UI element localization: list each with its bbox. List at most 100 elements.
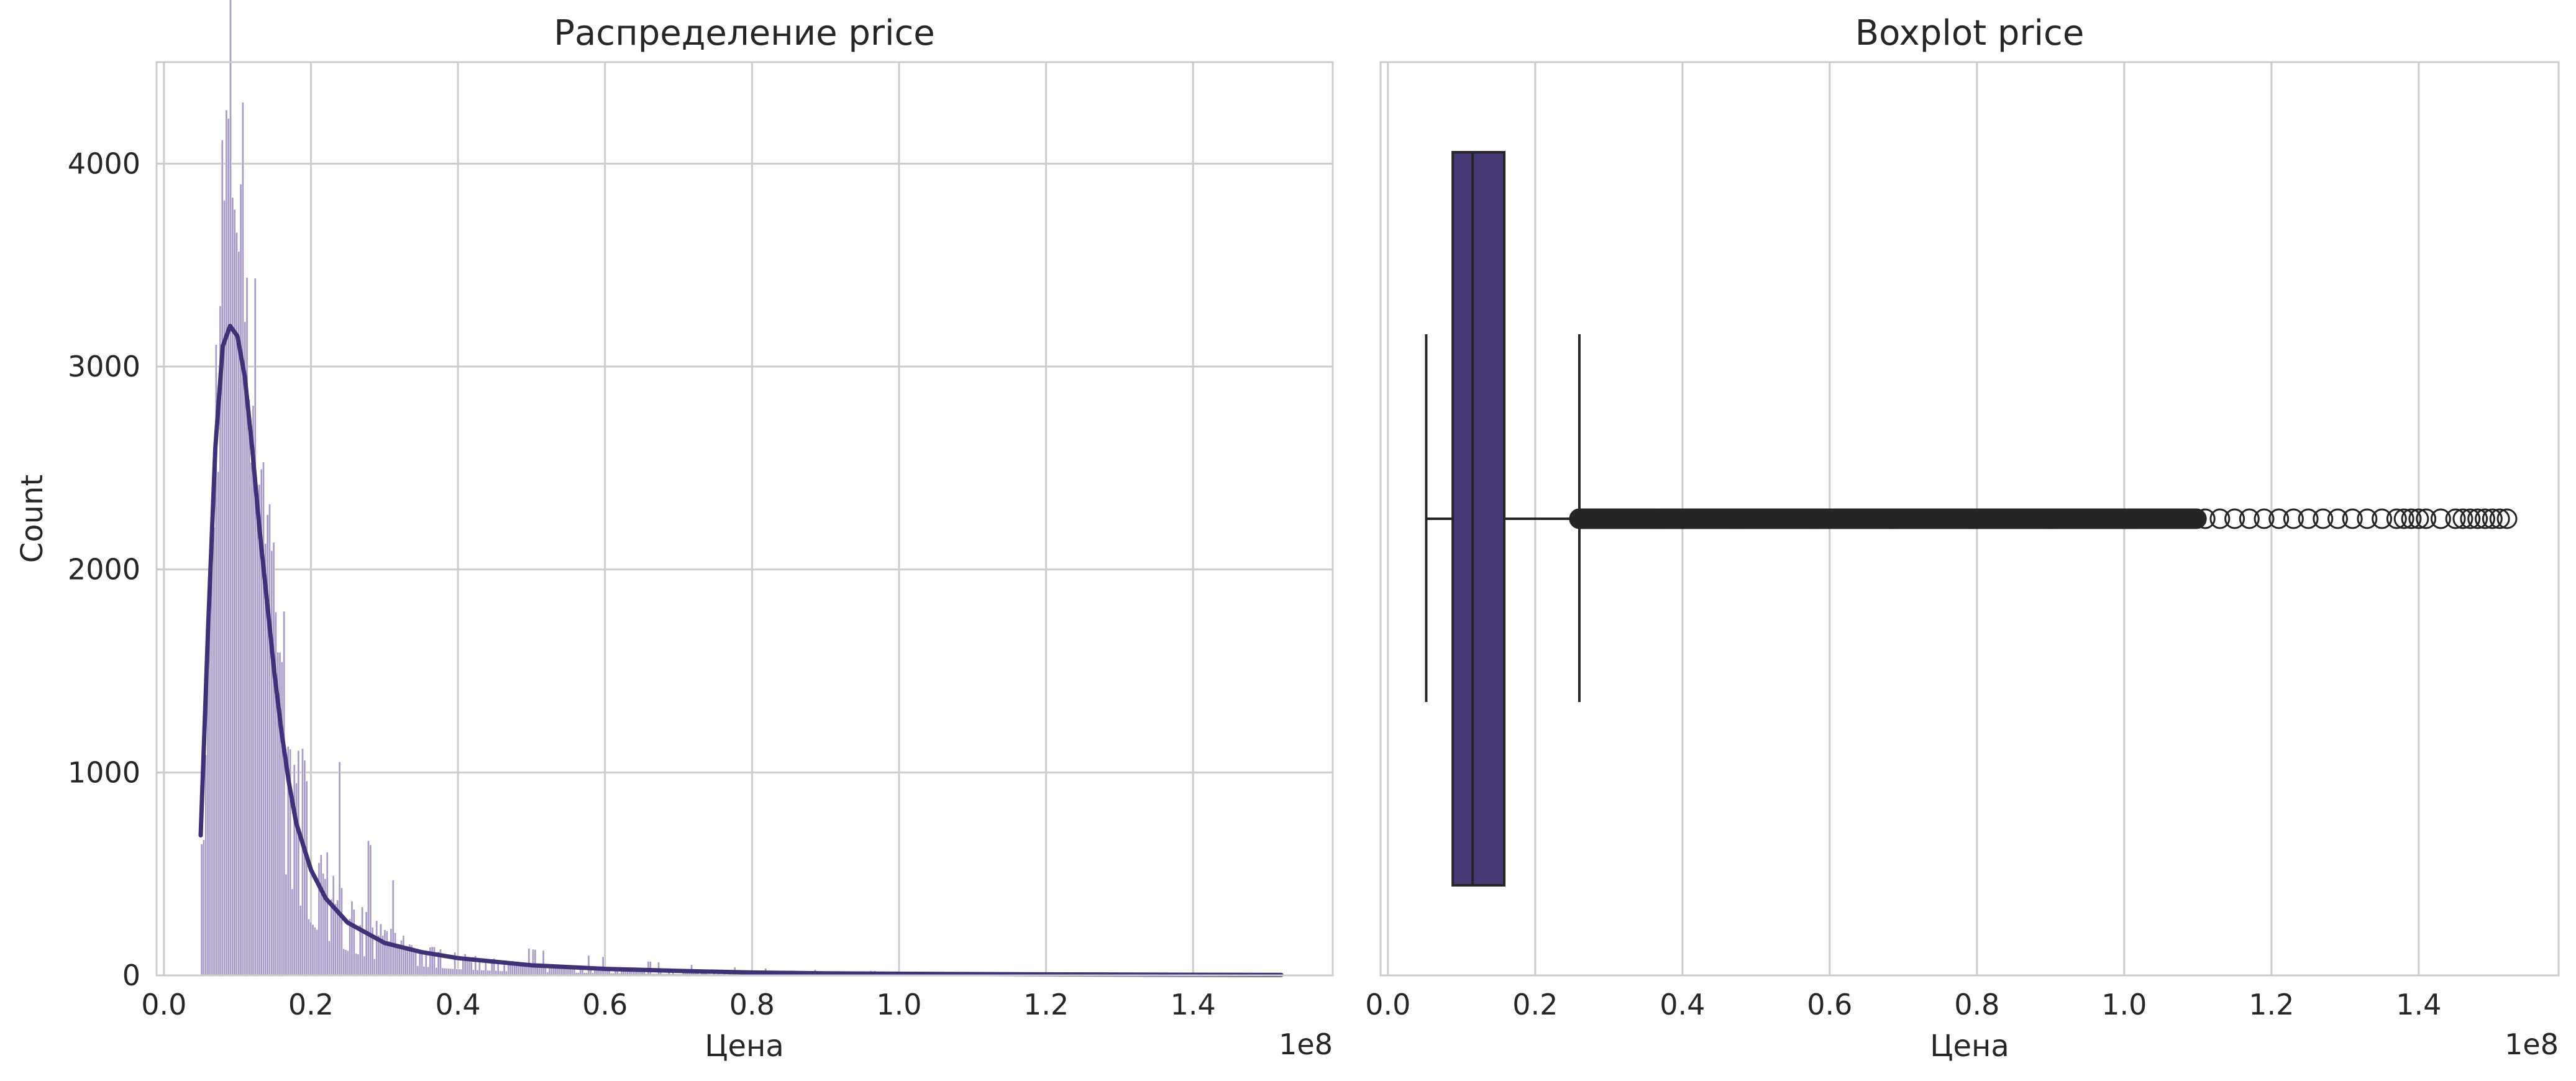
- histogram-bar: [427, 966, 430, 976]
- histogram-bar: [375, 920, 378, 976]
- histogram-bar: [291, 888, 294, 976]
- histogram-bar: [231, 197, 234, 976]
- histogram-bar: [283, 611, 286, 976]
- boxplot-x-offset: 1e8: [2505, 1028, 2559, 1061]
- histogram-bar: [328, 941, 331, 976]
- histogram-bar: [338, 761, 341, 976]
- histogram-bar: [258, 484, 261, 976]
- histogram-bar: [414, 952, 418, 976]
- outlier-point: [2186, 508, 2207, 529]
- outlier-point: [2430, 508, 2451, 529]
- histogram-bar: [398, 946, 401, 976]
- histogram-bar: [435, 967, 438, 976]
- histogram-bar: [460, 969, 463, 976]
- x-tick-label: 0.2: [288, 988, 334, 1021]
- histogram-bar: [357, 954, 360, 976]
- histogram-y-ticks: 0 1000 2000 3000 4000: [68, 147, 140, 992]
- boxplot-x-ticks: 0.0 0.2 0.4 0.6 0.8 1.0 1.2 1.4: [1365, 988, 2441, 1021]
- histogram-bar: [394, 932, 396, 976]
- histogram-bar: [548, 967, 551, 976]
- histogram-bar: [422, 966, 426, 976]
- outlier-point: [2357, 508, 2378, 529]
- histogram-bar: [359, 924, 362, 976]
- boxplot-frame: [1379, 61, 2560, 977]
- histogram-bar: [421, 951, 424, 976]
- outlier-point: [2445, 508, 2466, 529]
- histogram-bar: [373, 959, 376, 976]
- histogram-x-ticks: 0.0 0.2 0.4 0.6 0.8 1.0 1.2 1.4: [141, 988, 1216, 1021]
- outlier-point: [2224, 508, 2245, 529]
- histogram-bar: [445, 968, 448, 976]
- histogram-bar: [496, 962, 500, 976]
- y-tick-label: 1000: [68, 755, 140, 789]
- histogram-bar: [305, 780, 308, 976]
- histogram-bar: [208, 604, 211, 976]
- histogram-bar: [363, 956, 366, 976]
- outlier-point: [2313, 508, 2334, 529]
- x-tick-label: 0.6: [582, 988, 628, 1021]
- histogram-bar: [451, 968, 454, 976]
- histogram-bar: [396, 944, 399, 976]
- histogram-bar: [416, 965, 419, 976]
- histogram-bar: [484, 962, 487, 976]
- histogram-bar: [346, 950, 349, 976]
- histogram-bar: [455, 969, 459, 976]
- boxplot-title: Boxplot price: [1855, 13, 2085, 53]
- y-tick-label: 3000: [68, 350, 140, 383]
- outlier-point: [2475, 508, 2495, 529]
- histogram-bar: [227, 118, 230, 976]
- histogram-bar: [334, 903, 337, 976]
- histogram-bar: [268, 504, 271, 976]
- histogram-bars: [200, 0, 1282, 976]
- histogram-bar: [349, 918, 352, 976]
- histogram-bar: [528, 948, 531, 976]
- histogram-bar: [203, 839, 205, 976]
- x-tick-label: 0.2: [1512, 988, 1558, 1021]
- histogram-bar: [443, 967, 446, 976]
- outlier-point: [2327, 508, 2348, 529]
- histogram-bar: [307, 918, 310, 976]
- histogram-bar: [534, 949, 537, 976]
- histogram-bar: [431, 946, 434, 976]
- outlier-point: [2209, 508, 2231, 529]
- outlier-point: [2408, 508, 2429, 529]
- histogram-bar: [250, 462, 253, 976]
- histogram-bar: [309, 921, 313, 976]
- histogram-bar: [247, 399, 250, 976]
- histogram-bar: [391, 880, 395, 976]
- histogram-x-offset: 1e8: [1279, 1028, 1333, 1061]
- histogram-bar: [330, 898, 333, 976]
- histogram-bar: [361, 906, 363, 976]
- outlier-point: [2254, 508, 2275, 529]
- x-tick-label: 0.8: [729, 988, 775, 1021]
- histogram-bar: [241, 102, 244, 976]
- histogram-bar: [342, 948, 345, 976]
- histogram-bar: [272, 542, 275, 976]
- outlier-point: [2393, 508, 2414, 529]
- histogram-bar: [256, 493, 259, 976]
- histogram-frame: [155, 61, 1334, 977]
- histogram-bar: [223, 200, 226, 976]
- histogram-bar: [418, 951, 421, 976]
- outlier-point: [2452, 508, 2473, 529]
- histogram-bar: [503, 964, 506, 976]
- histogram-bar: [299, 905, 302, 976]
- outlier-point: [2268, 508, 2290, 529]
- histogram-bar: [313, 927, 316, 976]
- histogram-bar: [212, 527, 216, 976]
- histogram-bar: [293, 764, 296, 976]
- histogram-bar: [441, 967, 444, 976]
- y-tick-label: 4000: [68, 147, 140, 180]
- x-tick-label: 1.0: [2101, 988, 2147, 1021]
- outlier-point: [2298, 508, 2319, 529]
- outlier-point: [2386, 508, 2407, 529]
- boxplot-x-label: Цена: [1930, 1029, 2009, 1064]
- outlier-point: [2342, 508, 2363, 529]
- histogram-bar: [221, 140, 224, 976]
- histogram-bar: [369, 844, 372, 976]
- boxplot-panel: Boxplot price 0.0 0.2 0.4 0.6 0.8 1.0 1.2 1.4 Ц…: [1365, 13, 2560, 1064]
- outlier-point: [2482, 508, 2503, 529]
- histogram-bar: [470, 961, 473, 976]
- histogram-panel: Распределение price 0.0 0.2 0.4 0.6 0.8 1.0 1.…: [15, 0, 1334, 1064]
- outlier-point: [2239, 508, 2260, 529]
